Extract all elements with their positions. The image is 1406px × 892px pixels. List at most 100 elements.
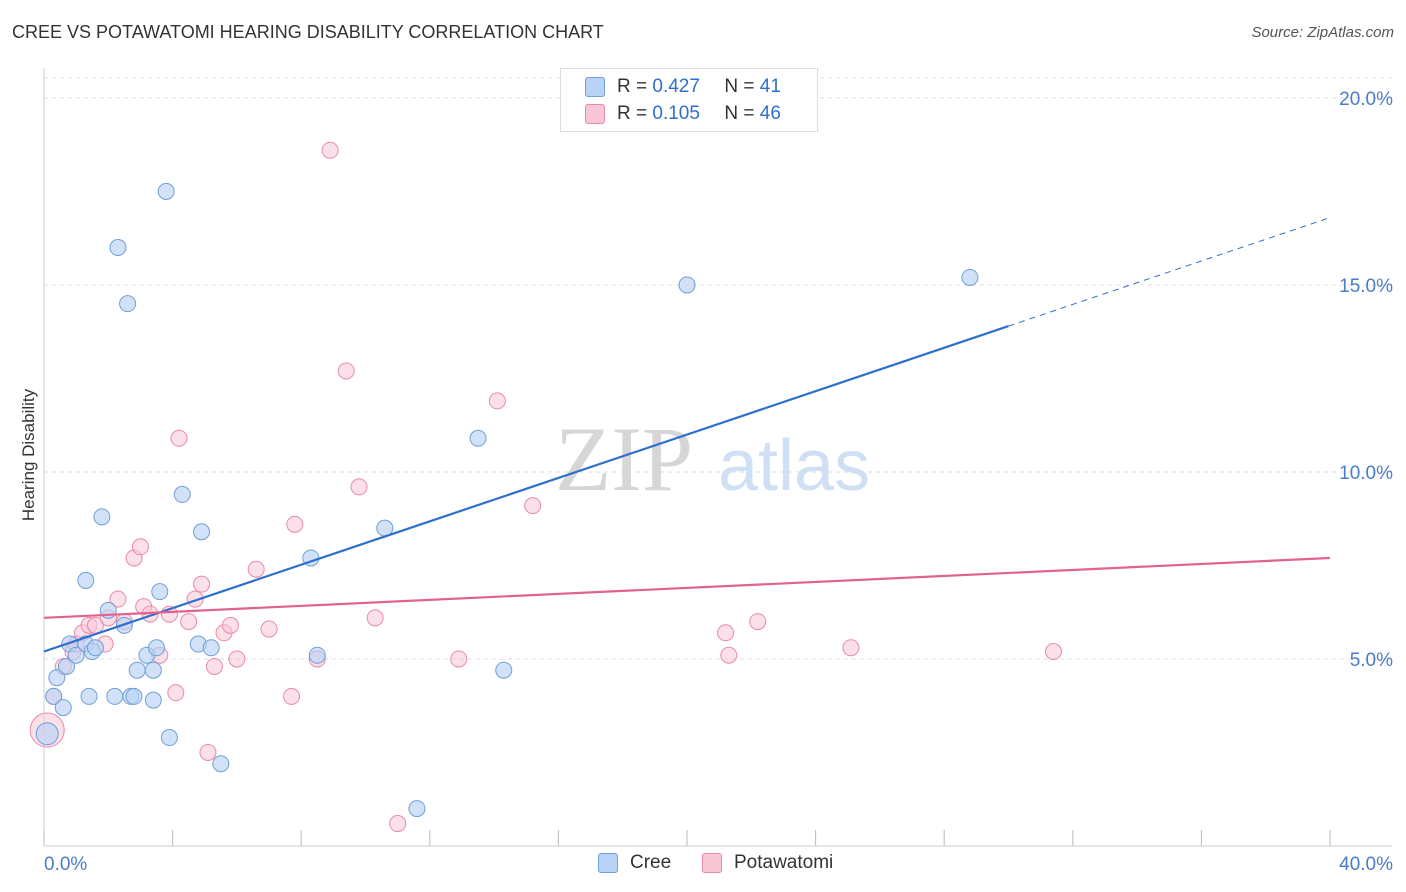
cree-point <box>45 687 63 705</box>
cree-point <box>109 239 127 257</box>
cree-point <box>128 661 146 679</box>
cree-point <box>35 722 59 746</box>
y-axis-tick-labels: 5.0% 10.0% 15.0% 20.0% <box>1339 89 1393 671</box>
bottom-legend-cree: Cree <box>598 852 671 874</box>
grid-lines <box>44 77 1392 660</box>
potawatomi-point <box>321 141 339 159</box>
potawatomi-point <box>337 362 355 380</box>
cree-point <box>144 691 162 709</box>
y-axis-title: Hearing Disability <box>19 388 38 521</box>
potawatomi-trend-line <box>43 556 1331 619</box>
cree-point <box>54 699 72 717</box>
cree-point <box>160 729 178 747</box>
cree-point <box>77 571 95 589</box>
legend-cree-r-label: R = <box>617 76 648 97</box>
bottom-pota-swatch <box>702 853 722 873</box>
legend-row-cree: R = 0.427 N = 41 <box>585 74 781 100</box>
legend-pota-r-label: R = <box>617 103 648 124</box>
cree-trend-line <box>43 325 1009 653</box>
trend-lines <box>43 217 1331 653</box>
cree-swatch <box>585 77 605 97</box>
cree-point <box>202 639 220 657</box>
cree-point <box>173 485 191 503</box>
potawatomi-point <box>186 590 204 608</box>
cree-point <box>469 429 487 447</box>
cree-point <box>961 268 979 286</box>
cree-points <box>35 182 979 818</box>
x-tick-label: 0.0% <box>44 854 87 875</box>
potawatomi-point <box>488 392 506 410</box>
cree-point <box>148 639 166 657</box>
cree-point <box>495 661 513 679</box>
potawatomi-point <box>389 815 407 833</box>
cree-point <box>408 800 426 818</box>
potawatomi-point <box>247 560 265 578</box>
potawatomi-point <box>228 650 246 668</box>
y-tick-label: 10.0% <box>1339 463 1393 484</box>
cree-point <box>80 687 98 705</box>
cree-point <box>144 661 162 679</box>
watermark-zip: ZIP <box>555 408 693 510</box>
legend-cree-n-label: N = <box>724 76 755 97</box>
potawatomi-point <box>749 613 767 631</box>
potawatomi-point <box>283 687 301 705</box>
cree-point <box>48 669 66 687</box>
potawatomi-point <box>205 657 223 675</box>
potawatomi-point <box>193 575 211 593</box>
x-tick-label: 40.0% <box>1339 854 1393 875</box>
potawatomi-point <box>350 478 368 496</box>
potawatomi-point <box>842 639 860 657</box>
potawatomi-point <box>260 620 278 638</box>
potawatomi-point <box>131 538 149 556</box>
potawatomi-point <box>524 497 542 515</box>
potawatomi-point <box>109 590 127 608</box>
legend-cree-r-value: 0.427 <box>652 76 700 97</box>
legend-pota-r-value: 0.105 <box>652 103 700 124</box>
chart-title: CREE VS POTAWATOMI HEARING DISABILITY CO… <box>12 22 604 42</box>
cree-point <box>119 295 137 313</box>
bottom-pota-label: Potawatomi <box>734 852 834 873</box>
cree-point <box>58 657 76 675</box>
cree-point <box>193 523 211 541</box>
x-axis-tick-labels: 0.0% 40.0% <box>44 854 1393 875</box>
cree-point <box>151 583 169 601</box>
bottom-legend-potawatomi: Potawatomi <box>702 852 833 874</box>
cree-point <box>678 276 696 294</box>
potawatomi-point <box>366 609 384 627</box>
y-tick-label: 15.0% <box>1339 276 1393 297</box>
cree-point <box>157 182 175 200</box>
potawatomi-point <box>286 515 304 533</box>
potawatomi-point <box>717 624 735 642</box>
potawatomi-point <box>170 429 188 447</box>
cree-point <box>308 646 326 664</box>
legend-pota-n-label: N = <box>724 103 755 124</box>
watermark: ZIP atlas <box>555 408 870 510</box>
y-tick-label: 5.0% <box>1350 650 1393 671</box>
legend-pota-n-value: 46 <box>759 103 781 124</box>
legend-row-potawatomi: R = 0.105 N = 46 <box>585 101 781 127</box>
cree-point <box>212 755 230 773</box>
cree-point <box>125 687 143 705</box>
potawatomi-point <box>1045 643 1063 660</box>
watermark-atlas: atlas <box>718 426 870 506</box>
cree-point <box>67 646 85 664</box>
source-label: Source: ZipAtlas.com <box>1251 24 1394 41</box>
potawatomi-point <box>199 743 217 761</box>
y-tick-label: 20.0% <box>1339 89 1393 110</box>
cree-point <box>106 687 124 705</box>
bottom-legend: Cree Potawatomi <box>0 852 1406 876</box>
potawatomi-point <box>167 684 185 702</box>
bottom-cree-label: Cree <box>630 852 672 873</box>
legend: R = 0.427 N = 41 R = 0.105 N = 46 <box>560 68 818 132</box>
cree-point <box>86 639 104 657</box>
cree-point <box>93 508 111 526</box>
legend-cree-n-value: 41 <box>759 76 781 97</box>
potawatomi-swatch <box>585 104 605 124</box>
potawatomi-point <box>720 646 738 664</box>
potawatomi-point <box>450 650 468 668</box>
potawatomi-point <box>180 613 198 631</box>
cree-trend-extension <box>1008 217 1331 327</box>
potawatomi-point <box>221 616 239 634</box>
bottom-cree-swatch <box>598 853 618 873</box>
